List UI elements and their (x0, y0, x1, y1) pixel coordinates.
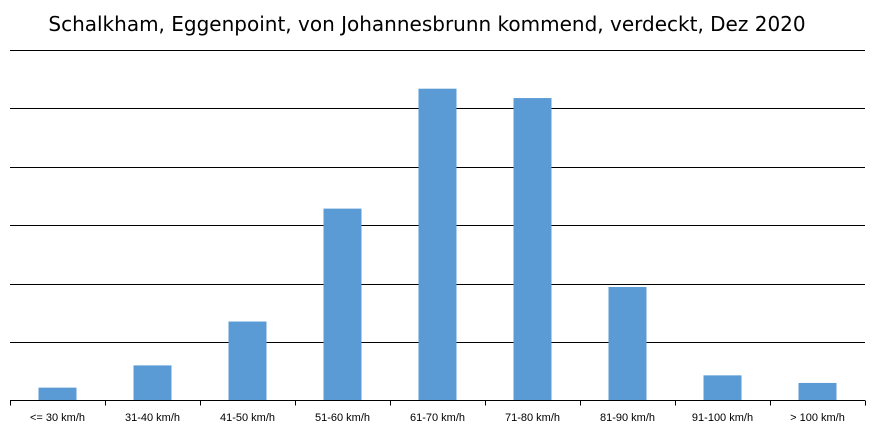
x-axis (10, 400, 866, 406)
x-tick-labels: <= 30 km/h 31-40 km/h 41-50 km/h 51-60 km/h… (30, 412, 845, 424)
x-tick-label-6: 71-80 km/h (505, 412, 560, 424)
bar-7 (608, 287, 647, 401)
bar-8 (703, 375, 742, 401)
x-tick-label-9: > 100 km/h (790, 412, 845, 424)
x-tick-label-7: 81-90 km/h (600, 412, 655, 424)
bars (38, 88, 837, 401)
x-tick-label-5: 61-70 km/h (410, 412, 465, 424)
bar-4 (323, 208, 362, 401)
x-tick-label-4: 51-60 km/h (315, 412, 370, 424)
chart-title: Schalkham, Eggenpoint, von Johannesbrunn… (48, 12, 806, 36)
bar-3 (228, 321, 267, 401)
x-tick-label-1: <= 30 km/h (30, 412, 85, 424)
bar-6 (513, 98, 552, 401)
bar-2 (133, 365, 172, 401)
bar-5 (418, 88, 457, 401)
x-tick-label-8: 91-100 km/h (692, 412, 753, 424)
x-tick-label-3: 41-50 km/h (220, 412, 275, 424)
bar-1 (38, 387, 77, 401)
bar-9 (798, 382, 837, 401)
x-tick-label-2: 31-40 km/h (125, 412, 180, 424)
